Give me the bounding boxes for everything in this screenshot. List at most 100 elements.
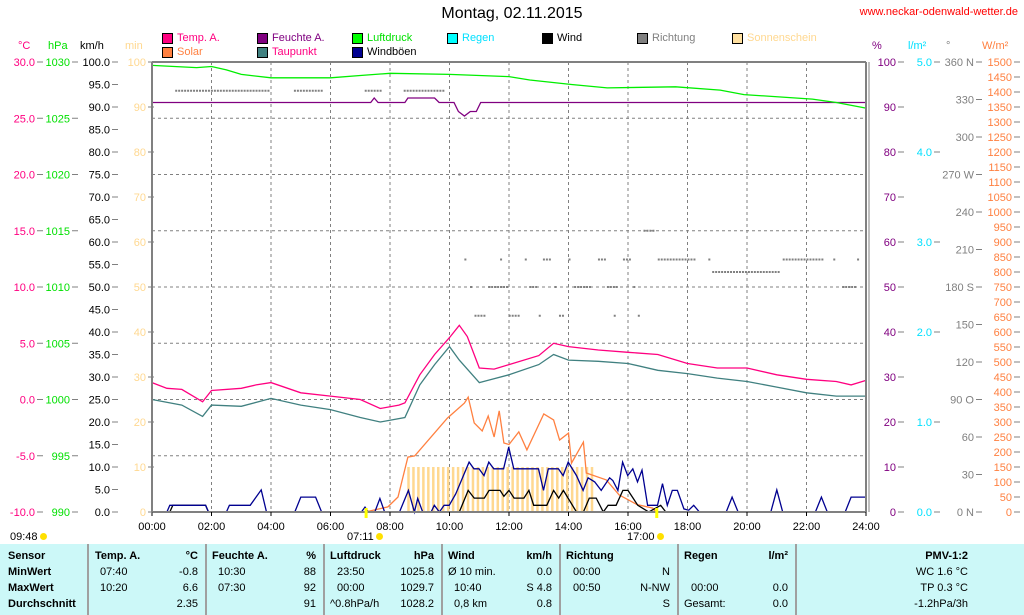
direction-dot [687,258,690,261]
direction-dot [809,258,812,261]
series-temp-a- [151,324,867,410]
x-tick-label: 08:00 [376,521,404,533]
pressure-axis-unit: hPa [48,40,68,52]
pressure-unit: hPa [413,550,434,562]
sunshine-tick-label: 60 [134,237,146,249]
x-tick-label: 02:00 [198,521,226,533]
solar-tick-label: 800 [994,267,1012,279]
rain-max: 0.0 [772,582,788,594]
temp-avg: 2.35 [176,598,198,610]
direction-dot [264,89,267,92]
direction-dot [364,89,367,92]
solar-tick-label: 100 [994,477,1012,489]
direction-tick-label: 0 N [957,507,974,519]
rain-total-label: Gesamt: [684,598,726,610]
rain-max-time: 00:00 [691,582,719,594]
legend-label: Feuchte A. [272,32,325,44]
temp-max: 6.6 [182,582,198,594]
pressure-trend: ^0.8hPa/h [330,598,380,610]
direction-axis-unit: ° [946,40,951,52]
direction-dot [690,258,693,261]
direction-dot [514,314,517,317]
rain-tick-label: 4.0 [917,147,932,159]
direction-dot [412,89,415,92]
sunshine-bar [570,467,574,512]
chart-canvas: 00:00 02:00 04:00 06:00 08:00 10:00 12:00 14:00… [10,57,1020,533]
humidity-max: 92 [303,582,316,594]
sunshine-bar [412,467,415,512]
column-divider [205,544,207,615]
pressure-header: Luftdruck [330,550,381,562]
sunshine-bar [496,467,500,512]
column-divider [323,544,325,615]
pressure-max-time: 00:00 [337,582,365,594]
direction-tick-label: 360 N [945,57,974,69]
rain-header: Regen [684,550,718,562]
direction-dot [424,89,427,92]
direction-dot [684,258,687,261]
sunshine-tick-label: 40 [134,327,146,339]
direction-dot [175,89,178,92]
direction-dot [622,258,625,261]
direction-dot [494,286,497,288]
direction-dot [240,89,243,92]
legend-swatch [257,46,268,58]
direction-dot [464,258,467,261]
direction-dot [744,271,747,273]
direction-dot [379,89,382,92]
temp-axis-unit: °C [18,40,31,52]
direction-max-time: 00:50 [573,582,601,594]
legend-label: Taupunkt [272,46,317,58]
sunshine-tick-label: 10 [134,462,146,474]
x-tick-label: 00:00 [138,521,166,533]
sunshine-tick-label: 0 [140,507,146,519]
legend-swatch [732,32,743,44]
sunshine-bar [422,467,425,512]
sunset-time: 17:00 [627,531,655,543]
humidity-tick-label: 90 [884,102,896,114]
humidity-max-time: 07:30 [218,582,246,594]
direction-dot [234,89,237,92]
direction-dot [442,89,445,92]
direction-dot [367,89,370,92]
direction-dot [545,258,548,261]
direction-dot [712,271,715,273]
wind-tick-label: 10.0 [89,462,110,474]
direction-dot [785,258,788,261]
site-link[interactable]: www.neckar-odenwald-wetter.de [859,6,1018,18]
legend-label: Richtung [652,32,696,44]
direction-dot [261,89,264,92]
direction-dot [649,229,652,232]
direction-dot [615,286,618,288]
sunshine-bar [565,467,569,512]
legend-label: Wind [557,32,583,44]
legend-swatch [162,32,173,44]
direction-dot [430,89,433,92]
direction-dot [633,286,636,288]
direction-dot [666,258,669,261]
temp-tick-label: 20.0 [14,170,35,182]
direction-dot [753,271,756,273]
direction-dot [765,271,768,273]
direction-tick-label: 240 [956,207,974,219]
series-solar [152,395,866,513]
sunshine-tick-label: 30 [134,372,146,384]
page-title: Montag, 02.11.2015 [441,5,583,22]
pressure-tick-label: 990 [52,507,70,519]
wind-tick-label: 25.0 [89,395,110,407]
legend-item: Regen [447,32,494,44]
direction-dot [190,89,193,92]
direction-dot [483,314,486,317]
temp-tick-label: -10.0 [10,507,35,519]
rain-total: 0.0 [772,598,788,610]
wind-tick-label: 0.0 [95,507,110,519]
direction-tick-label: 120 [956,357,974,369]
sunshine-bar [546,467,549,512]
sunshine-bar [556,467,559,512]
wind-tick-label: 45.0 [89,305,110,317]
direction-dot [317,89,320,92]
direction-dot [532,286,535,288]
column-divider [441,544,443,615]
direction-dot [436,89,439,92]
wind-tick-label: 60.0 [89,237,110,249]
